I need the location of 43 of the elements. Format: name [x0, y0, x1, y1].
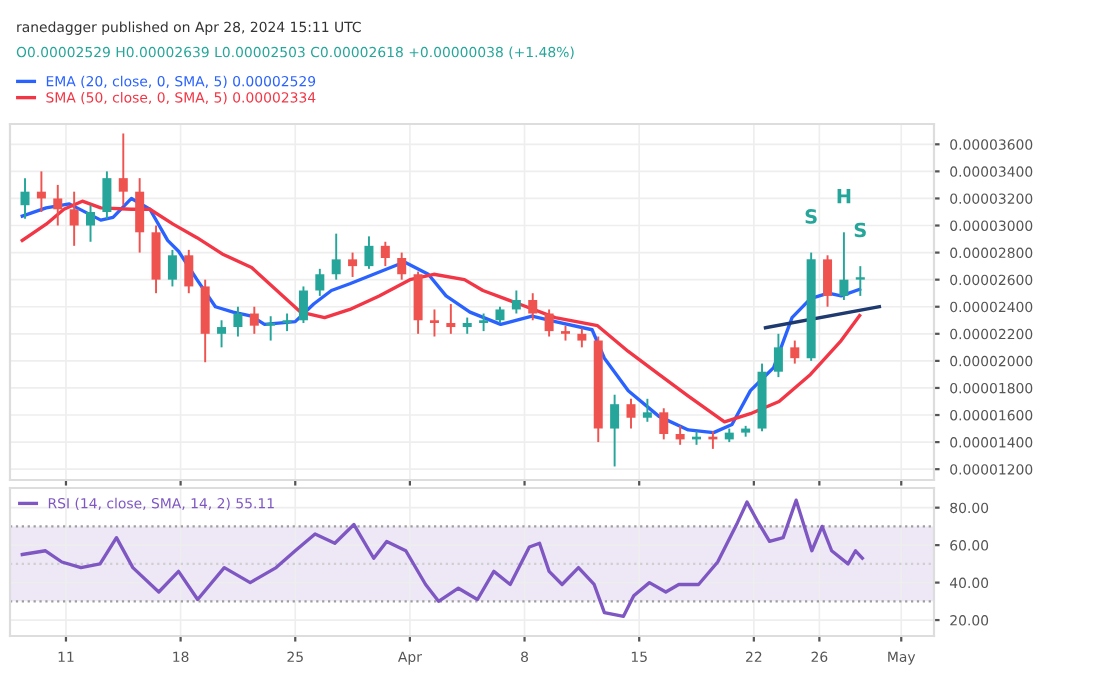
candlestick [790, 339, 800, 365]
candlestick [577, 327, 587, 349]
candlestick [298, 285, 308, 324]
candlestick [135, 177, 145, 254]
candlestick [53, 183, 63, 227]
candlestick [118, 132, 128, 207]
candlestick [380, 240, 390, 268]
candlestick [200, 278, 210, 364]
candlestick [429, 308, 439, 338]
candlestick [331, 232, 341, 281]
candlestick [511, 289, 521, 315]
candlestick [266, 315, 276, 342]
candlestick [528, 292, 538, 322]
candlestick [69, 190, 79, 247]
candlestick [823, 254, 833, 308]
candlestick [626, 397, 636, 430]
candlestick [184, 248, 194, 295]
candlestick [20, 177, 30, 220]
candlestick [348, 251, 358, 278]
candlestick [773, 332, 783, 379]
annotation: H [837, 189, 851, 204]
candlestick [233, 305, 243, 338]
candlestick [167, 248, 177, 288]
candlestick [642, 397, 652, 423]
candlestick [315, 267, 325, 297]
candlestick [397, 251, 407, 281]
annotation: S [805, 209, 817, 224]
candlestick [675, 424, 685, 446]
candlestick [413, 270, 423, 335]
candlestick [659, 407, 669, 441]
candlestick [249, 305, 259, 335]
candlestick [86, 204, 96, 243]
candlestick [151, 224, 161, 295]
candlestick [855, 265, 865, 297]
candlestick [217, 319, 227, 349]
candlestick [839, 231, 849, 301]
candlestick [102, 170, 112, 220]
candlestick [364, 235, 374, 270]
candlestick [446, 303, 456, 335]
line-series [20, 498, 865, 618]
candlestick [610, 393, 620, 468]
candlestick [544, 308, 554, 338]
annotation: S [854, 222, 866, 238]
